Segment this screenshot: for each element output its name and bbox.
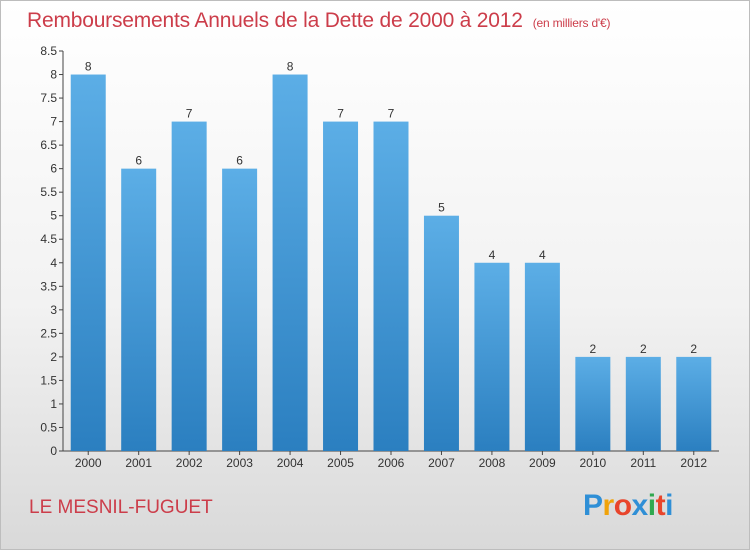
- y-tick-label: 1.5: [40, 373, 57, 387]
- bar: [524, 262, 560, 451]
- logo-letter-1: r: [602, 489, 615, 522]
- x-tick-label: 2002: [176, 456, 203, 470]
- y-tick-label: 3.5: [40, 279, 57, 293]
- data-label: 5: [438, 201, 445, 215]
- y-tick-label: 4: [50, 256, 57, 270]
- bar: [171, 121, 207, 452]
- logo-letter-0: P: [583, 489, 603, 522]
- logo-letter-5: t: [655, 489, 666, 522]
- data-label: 6: [135, 154, 142, 168]
- data-label: 2: [590, 342, 597, 356]
- bar: [423, 215, 459, 451]
- y-tick-label: 2.5: [40, 326, 57, 340]
- data-label: 7: [186, 107, 193, 121]
- x-tick-label: 2010: [579, 456, 606, 470]
- y-tick-label: 0: [50, 444, 57, 458]
- y-tick-label: 8.5: [40, 44, 57, 58]
- data-label: 4: [489, 248, 496, 262]
- y-tick-label: 4.5: [40, 232, 57, 246]
- data-label: 7: [388, 107, 395, 121]
- x-tick-label: 2011: [630, 456, 656, 470]
- bar: [373, 121, 409, 452]
- x-tick-label: 2007: [428, 456, 455, 470]
- y-tick-label: 1: [50, 397, 57, 411]
- x-tick-label: 2001: [125, 456, 152, 470]
- commune-name: LE MESNIL-FUGUET: [29, 497, 213, 518]
- y-tick-label: 3: [50, 303, 57, 317]
- data-label: 8: [287, 60, 294, 74]
- y-tick-label: 0.5: [40, 420, 57, 434]
- y-tick-label: 7: [50, 115, 57, 129]
- x-tick-label: 2008: [479, 456, 506, 470]
- y-tick-label: 2: [50, 350, 57, 364]
- chart-title: Remboursements Annuels de la Dette de 20…: [27, 9, 610, 33]
- y-tick-label: 5: [50, 209, 57, 223]
- data-label: 4: [539, 248, 546, 262]
- y-tick-label: 5.5: [40, 185, 57, 199]
- logo-letter-4: i: [647, 489, 656, 522]
- x-tick-label: 2003: [226, 456, 253, 470]
- x-tick-label: 2004: [277, 456, 304, 470]
- bar: [222, 168, 258, 451]
- bar: [323, 121, 359, 452]
- bar: [625, 356, 661, 451]
- x-tick-label: 2009: [529, 456, 556, 470]
- proxiti-logo: Proxiti: [583, 489, 673, 523]
- x-tick-label: 2006: [378, 456, 405, 470]
- y-tick-label: 7.5: [40, 91, 57, 105]
- bar: [474, 262, 510, 451]
- bar: [121, 168, 157, 451]
- chart-title-text: Remboursements Annuels de la Dette de 20…: [27, 9, 523, 32]
- logo-letter-3: x: [631, 489, 649, 522]
- y-tick-label: 8: [50, 68, 57, 82]
- y-tick-label: 6.5: [40, 138, 57, 152]
- data-label: 6: [236, 154, 243, 168]
- x-tick-label: 2012: [680, 456, 707, 470]
- bar: [676, 356, 712, 451]
- data-label: 8: [85, 60, 92, 74]
- data-label: 2: [640, 342, 647, 356]
- data-label: 7: [337, 107, 344, 121]
- bar: [575, 356, 611, 451]
- bar: [70, 74, 106, 451]
- logo-letter-6: i: [665, 489, 673, 522]
- data-label: 2: [690, 342, 697, 356]
- x-tick-label: 2005: [327, 456, 354, 470]
- logo-letter-2: o: [613, 489, 632, 522]
- x-tick-label: 2000: [75, 456, 102, 470]
- chart-unit: (en milliers d'€): [532, 16, 611, 30]
- y-tick-label: 6: [50, 162, 57, 176]
- bar: [272, 74, 308, 451]
